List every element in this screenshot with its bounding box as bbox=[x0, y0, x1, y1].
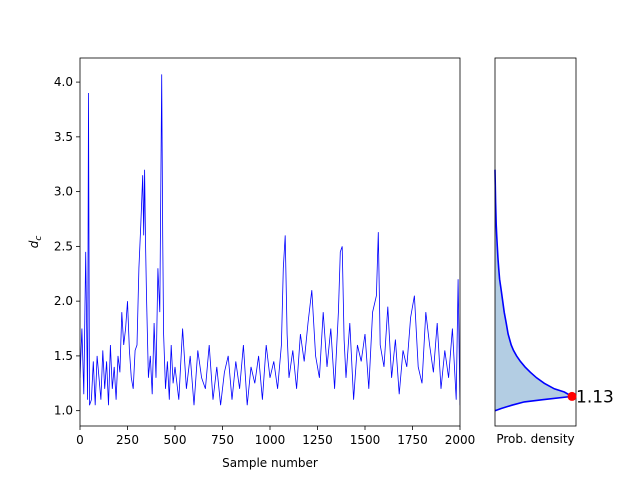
trace-series bbox=[80, 74, 460, 406]
x-tick-label: 500 bbox=[164, 433, 187, 447]
x-tick-label: 1250 bbox=[302, 433, 333, 447]
x-tick-label: 0 bbox=[76, 433, 84, 447]
y-tick-label: 2.0 bbox=[54, 294, 73, 308]
y-tick-label: 3.5 bbox=[54, 130, 73, 144]
x-tick-label: 750 bbox=[211, 433, 234, 447]
trace-panel: 0 250 500 750 1000 1250 1500 1750 2000 1.0 1.5 2.0… bbox=[27, 57, 475, 470]
x-tick-label: 250 bbox=[116, 433, 139, 447]
y-tick-label: 4.0 bbox=[54, 75, 73, 89]
density-peak-label: 1.13 bbox=[576, 387, 614, 407]
x-tick-label: 1750 bbox=[397, 433, 428, 447]
trace-plot-area bbox=[80, 58, 460, 426]
density-panel: Prob. density 1.13 bbox=[494, 57, 614, 446]
y-tick-label: 3.0 bbox=[54, 185, 73, 199]
y-tick-label: 1.5 bbox=[54, 349, 73, 363]
trace-y-label: dc bbox=[27, 236, 44, 249]
trace-x-label: Sample number bbox=[222, 456, 318, 470]
density-peak-marker bbox=[567, 391, 577, 401]
trace-x-axis: 0 250 500 750 1000 1250 1500 1750 2000 bbox=[76, 426, 475, 447]
x-tick-label: 1000 bbox=[255, 433, 286, 447]
x-tick-label: 2000 bbox=[445, 433, 476, 447]
x-tick-label: 1500 bbox=[350, 433, 381, 447]
density-fill bbox=[495, 169, 572, 411]
trace-y-axis: 1.0 1.5 2.0 2.5 3.0 3.5 4.0 bbox=[54, 75, 80, 418]
density-x-label: Prob. density bbox=[496, 432, 574, 446]
y-tick-label: 1.0 bbox=[54, 404, 73, 418]
y-tick-label: 2.5 bbox=[54, 239, 73, 253]
trace-line bbox=[80, 74, 460, 406]
density-frame bbox=[494, 57, 577, 427]
